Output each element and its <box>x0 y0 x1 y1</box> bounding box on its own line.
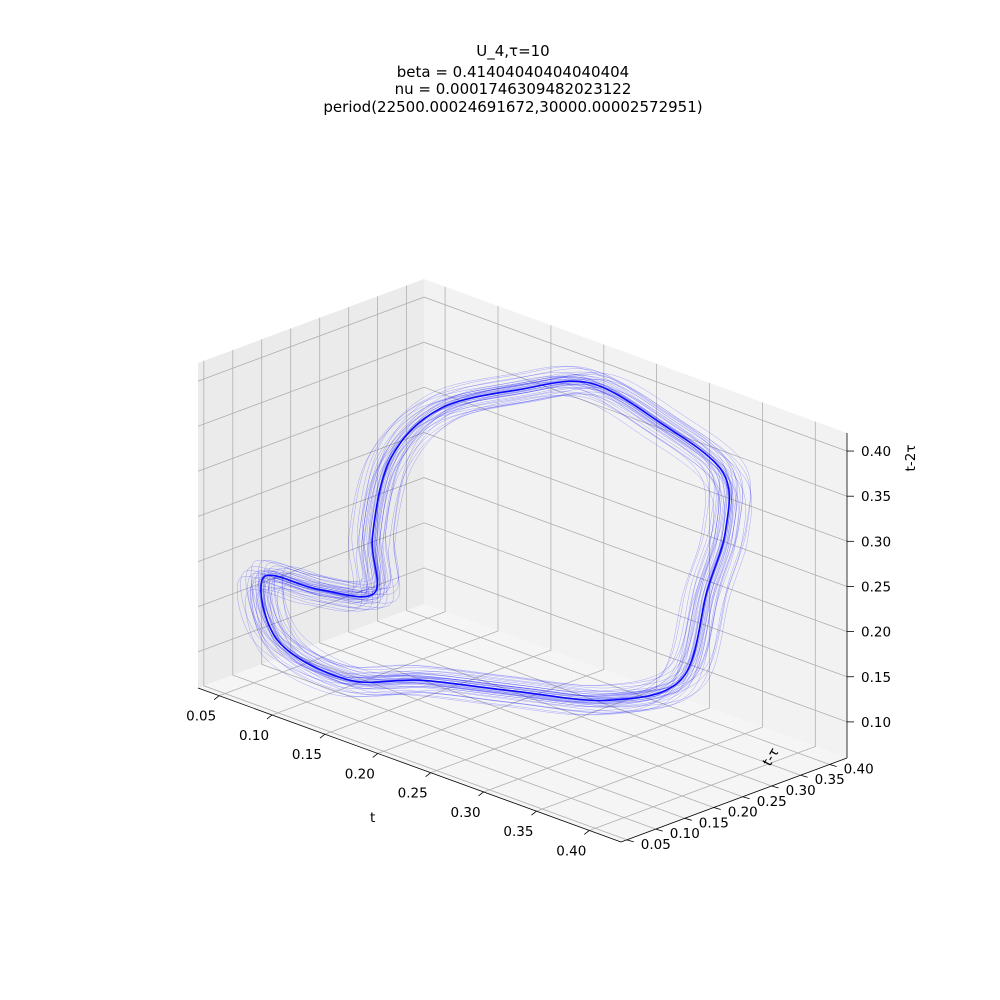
z-grid-line <box>197 477 848 632</box>
y-tick-label: 0.40 <box>844 761 874 777</box>
x-tick-label: 0.35 <box>503 824 533 840</box>
trajectory-strand <box>270 393 740 714</box>
trajectory-strand <box>260 385 730 706</box>
trajectory-strand <box>263 368 733 689</box>
z-grid-line <box>197 341 848 497</box>
x-tick-label: 0.20 <box>345 766 375 782</box>
z-tick-label: 0.20 <box>861 625 891 641</box>
x-tick-label: 0.30 <box>450 805 480 821</box>
y-tick-label: 0.20 <box>728 805 758 821</box>
y-tick-mark <box>800 774 808 778</box>
trajectory-strand <box>251 376 721 697</box>
x-tick-label: 0.40 <box>556 843 586 859</box>
trajectory-strand <box>282 372 751 693</box>
axis-ticks: 0.050.100.150.200.250.300.350.40 0.050.10… <box>186 444 891 859</box>
z-grid-line <box>197 386 848 542</box>
trajectory-strand <box>277 391 746 712</box>
trajectory-strand <box>271 381 741 702</box>
z-tick-label: 0.25 <box>861 579 891 595</box>
trajectory-strand <box>260 378 730 699</box>
y-tick-label: 0.15 <box>699 815 729 831</box>
trajectory-strand <box>247 379 717 699</box>
trajectory-strand <box>263 393 733 714</box>
x-axis-label: t <box>370 810 375 826</box>
title-line-2: beta = 0.41404040404040404 <box>397 63 629 81</box>
x-tick-mark <box>478 791 484 797</box>
trajectory-strand <box>252 380 722 701</box>
x-tick-mark <box>425 772 431 778</box>
trajectory-strand <box>245 372 715 693</box>
trajectory-strand <box>245 395 714 716</box>
x-axis-line <box>197 687 622 843</box>
z-grid-line <box>197 296 848 452</box>
y-tick-label: 0.30 <box>786 783 816 799</box>
x-tick-mark <box>319 733 326 739</box>
y-axis-line <box>620 757 848 843</box>
trajectory-curves <box>236 365 752 716</box>
axis-lines <box>197 433 848 843</box>
z-grid-line <box>197 522 848 678</box>
trajectory-strand <box>263 387 733 707</box>
title-line-1: U_4,τ=10 <box>476 42 549 61</box>
z-grid-line <box>197 567 848 723</box>
x-tick-label: 0.25 <box>398 786 428 802</box>
z-tick-label: 0.40 <box>861 444 891 460</box>
y-tick-mark <box>713 807 721 810</box>
z-tick-label: 0.30 <box>861 534 891 550</box>
trajectory-strand <box>249 387 719 708</box>
trajectory-strand <box>283 387 752 708</box>
x-tick-mark <box>372 753 379 758</box>
x-tick-mark <box>531 810 537 816</box>
y-tick-mark <box>742 796 750 800</box>
x-tick-mark <box>213 695 220 701</box>
trajectory-strand <box>261 374 731 695</box>
y-tick-mark <box>771 785 779 789</box>
y-tick-mark <box>829 764 837 767</box>
title-line-3: nu = 0.0001746309482023122 <box>395 80 632 98</box>
axes-panes <box>198 279 847 842</box>
trajectory-strand <box>240 376 710 696</box>
z-tick-label: 0.35 <box>861 489 891 505</box>
trajectory-strand <box>268 383 737 704</box>
title-line-4: period(22500.00024691672,30000.000025729… <box>323 98 702 116</box>
y-axis-label: t-τ <box>760 745 783 769</box>
trajectory-strand <box>263 376 732 697</box>
z-tick-label: 0.10 <box>861 715 891 731</box>
trajectory-strand <box>274 374 744 694</box>
trajectory-strand <box>251 391 721 712</box>
z-grid-line <box>197 432 848 587</box>
trajectory-strand <box>258 376 728 697</box>
z-tick-label: 0.15 <box>861 670 891 686</box>
y-tick-label: 0.35 <box>815 772 845 788</box>
trajectory-strand <box>256 395 725 716</box>
trajectory-main-line <box>260 380 731 702</box>
y-tick-mark <box>626 839 634 843</box>
y-tick-label: 0.05 <box>641 837 671 853</box>
x-tick-label: 0.15 <box>292 747 322 763</box>
axes-grid <box>197 285 848 841</box>
trajectory-strand <box>236 382 706 702</box>
chart-title: U_4,τ=10 beta = 0.41404040404040404 nu =… <box>323 42 702 116</box>
x-tick-mark <box>584 830 590 835</box>
y-tick-label: 0.25 <box>757 794 787 810</box>
x-tick-label: 0.05 <box>186 709 216 725</box>
trajectory-strand <box>264 384 734 704</box>
x-tick-mark <box>266 714 273 720</box>
z-axis-label: t-2τ <box>903 445 919 472</box>
y-tick-label: 0.10 <box>670 826 700 842</box>
x-tick-label: 0.10 <box>239 728 269 744</box>
trajectory-strand <box>250 365 720 686</box>
trajectory-strand <box>281 379 751 699</box>
floor-pane-xy <box>198 604 847 842</box>
trajectory-strand <box>267 387 737 708</box>
trajectory-strand <box>269 375 738 696</box>
trajectory-strand <box>258 366 727 687</box>
trajectory-strand <box>255 376 725 696</box>
y-tick-mark <box>655 828 663 832</box>
y-tick-mark <box>684 817 692 821</box>
